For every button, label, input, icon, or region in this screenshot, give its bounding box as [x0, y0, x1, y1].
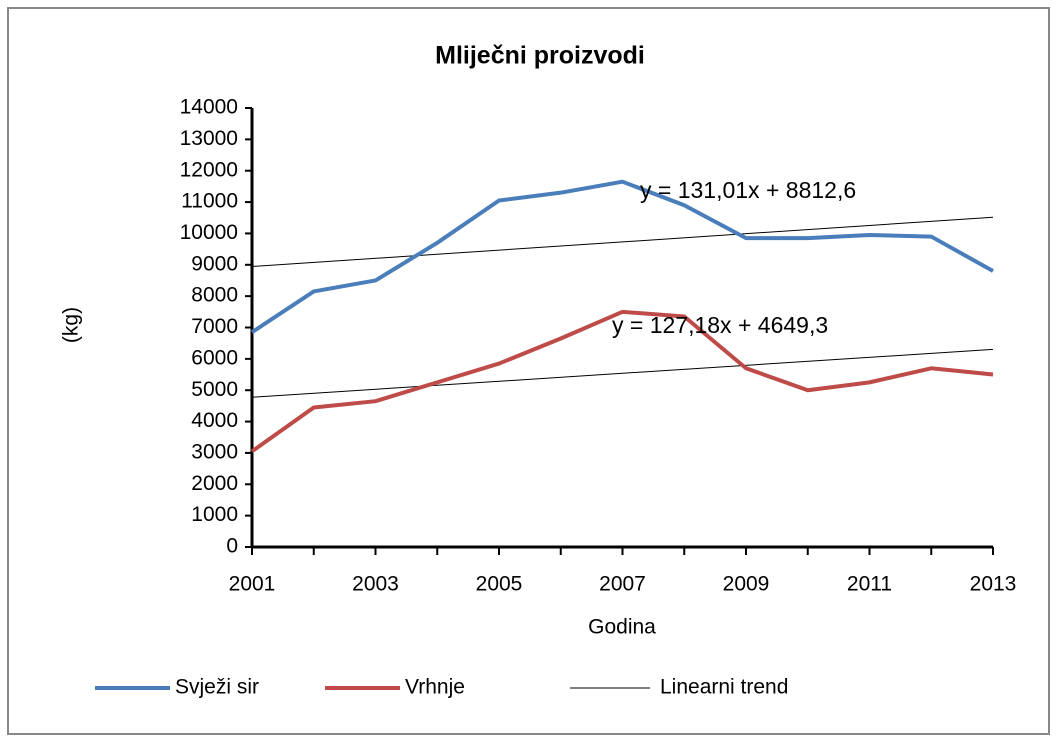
y-tick-label: 11000: [181, 190, 238, 213]
trend-line: [251, 216, 994, 268]
y-tick-label: 10000: [180, 221, 238, 244]
y-tick-label: 14000: [180, 96, 238, 119]
series-line: [250, 309, 994, 453]
y-tick-label: 0: [226, 535, 238, 558]
y-tick-label: 7000: [191, 315, 238, 338]
y-axis-label: (kg): [60, 307, 83, 343]
x-tick-label: 2009: [723, 573, 770, 596]
y-tick-label: 5000: [191, 378, 238, 401]
x-tick-label: 2013: [970, 573, 1017, 596]
x-tick-label: 2011: [847, 573, 892, 596]
legend-label: Svježi sir: [175, 676, 259, 699]
trend-line: [251, 348, 994, 398]
x-tick-label: 2007: [599, 573, 646, 596]
trend-equation: y = 127,18x + 4649,3: [612, 312, 828, 338]
y-tick-label: 9000: [191, 252, 238, 275]
y-tick-label: 12000: [180, 158, 238, 181]
y-tick-label: 13000: [180, 127, 238, 150]
x-tick-label: 2001: [229, 573, 276, 596]
trend-equation: y = 131,01x + 8812,6: [640, 177, 856, 203]
legend-label: Vrhnje: [405, 676, 465, 699]
x-tick-label: 2003: [352, 573, 399, 596]
chart-title: Mliječni proizvodi: [435, 42, 645, 70]
y-tick-label: 8000: [191, 284, 238, 307]
y-tick-label: 6000: [191, 346, 238, 369]
x-tick-label: 2005: [476, 573, 523, 596]
chart-border: [7, 7, 1050, 735]
x-axis-label: Godina: [588, 616, 656, 639]
y-tick-label: 4000: [191, 409, 238, 432]
series-line: [250, 179, 994, 334]
y-tick-label: 3000: [191, 440, 238, 463]
legend-label: Linearni trend: [660, 676, 788, 699]
y-tick-label: 2000: [191, 472, 238, 495]
y-tick-label: 1000: [191, 503, 238, 526]
